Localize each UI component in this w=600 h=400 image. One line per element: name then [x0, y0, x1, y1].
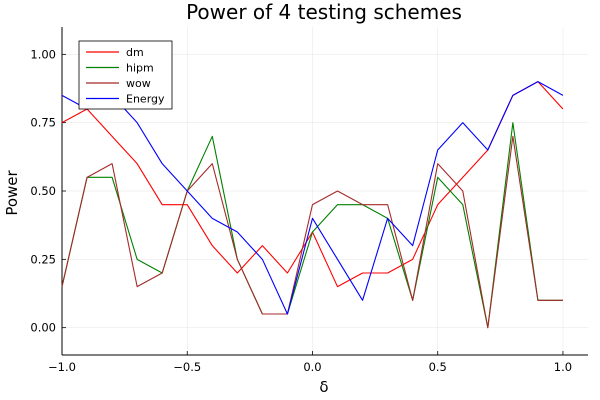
- y-tick-label-3: 0.75: [30, 116, 56, 130]
- series-line-hipm: [61, 122, 563, 329]
- x-tick-label-4: 1.0: [554, 360, 572, 374]
- x-tick-label-1: −0.5: [173, 360, 201, 374]
- series-lines: [61, 81, 564, 329]
- x-tick-label-2: 0.0: [303, 360, 321, 374]
- legend-label-dm: dm: [126, 46, 144, 59]
- legend-label-hipm: hipm: [126, 62, 154, 75]
- y-axis-label: Power: [3, 169, 21, 215]
- x-tick-label-0: −1.0: [48, 360, 76, 374]
- x-axis-label: δ: [319, 378, 328, 396]
- x-tick-label-3: 0.5: [429, 360, 447, 374]
- chart-title: Power of 4 testing schemes: [186, 0, 462, 24]
- y-tick-label-2: 0.50: [30, 184, 56, 198]
- series-line-wow: [61, 135, 563, 329]
- legend: dm hipm wow Energy: [78, 40, 173, 110]
- y-tick-label-1: 0.25: [30, 252, 56, 266]
- axis-ticks: −1.0 −0.5 0.0 0.5 1.0 0.00 0.25 0.50 0.75 1.00: [30, 47, 572, 374]
- legend-label-wow: wow: [126, 77, 151, 90]
- legend-label-energy: Energy: [126, 93, 165, 106]
- y-tick-label-4: 1.00: [30, 47, 56, 61]
- y-tick-label-0: 0.00: [30, 321, 56, 335]
- series-line-energy: [61, 81, 564, 315]
